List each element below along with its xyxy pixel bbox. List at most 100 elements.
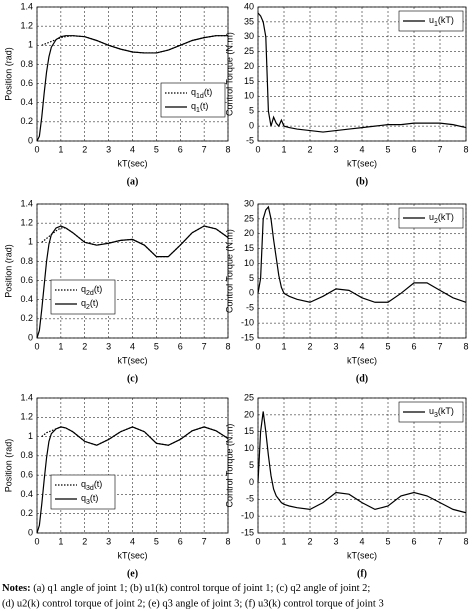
x-tick-label: 5 xyxy=(385,536,390,546)
caption: (d) xyxy=(356,373,368,384)
y-tick-label: 30 xyxy=(244,31,254,41)
y-tick-label: -5 xyxy=(246,494,254,504)
x-axis-label: kT(sec) xyxy=(347,355,377,365)
legend-label: q1(t) xyxy=(191,101,208,114)
x-axis-label: kT(sec) xyxy=(347,550,377,560)
y-tick-label: 0.8 xyxy=(20,256,33,266)
y-tick-label: 0.4 xyxy=(20,294,33,304)
legend-label-part: 3 xyxy=(434,412,438,419)
x-tick-label: 7 xyxy=(437,536,442,546)
y-tick-label: 1.2 xyxy=(20,218,33,228)
x-tick-label: 3 xyxy=(333,341,338,351)
x-tick-label: 7 xyxy=(437,341,442,351)
x-tick-label: 1 xyxy=(58,144,63,154)
y-tick-label: -10 xyxy=(241,317,254,327)
x-tick-label: 0 xyxy=(255,536,260,546)
y-tick-label: 10 xyxy=(244,258,254,268)
x-tick-label: 3 xyxy=(333,536,338,546)
legend-label-part: (t) xyxy=(90,493,99,503)
legend-label-part: 2 xyxy=(86,304,90,311)
legend-label: u1(kT) xyxy=(429,15,454,28)
plot-frame xyxy=(36,6,229,142)
y-tick-label: 5 xyxy=(249,460,254,470)
y-axis-label: Control Torque (N.m) xyxy=(224,229,234,313)
x-axis-label: kT(sec) xyxy=(118,158,148,168)
legend-label: q3d(t) xyxy=(81,479,102,492)
y-tick-label: 25 xyxy=(244,213,254,223)
legend-label-part: q xyxy=(81,493,86,503)
x-tick-label: 0 xyxy=(34,536,39,546)
y-tick-label: 1 xyxy=(28,431,33,441)
y-tick-label: 1.4 xyxy=(20,1,33,11)
y-tick-label: 25 xyxy=(244,46,254,56)
y-tick-label: 0.2 xyxy=(20,116,33,126)
legend-label-part: (t) xyxy=(90,298,99,308)
notes-line: (d) u2(k) control torque of joint 2; (e)… xyxy=(2,598,384,609)
legend-label-part: 3 xyxy=(86,499,90,506)
caption: (c) xyxy=(127,373,138,384)
legend-label: q2d(t) xyxy=(81,284,102,297)
y-tick-label: 0 xyxy=(249,120,254,130)
series-line xyxy=(257,12,467,133)
y-tick-label: 0.8 xyxy=(20,450,33,460)
x-tick-label: 8 xyxy=(225,144,230,154)
caption: (b) xyxy=(356,176,368,187)
x-tick-label: 3 xyxy=(106,144,111,154)
caption: (e) xyxy=(127,568,138,579)
x-tick-label: 3 xyxy=(106,341,111,351)
y-tick-label: 1.2 xyxy=(20,412,33,422)
x-tick-label: 3 xyxy=(106,536,111,546)
notes-label: Notes: xyxy=(2,583,31,594)
x-tick-label: 7 xyxy=(202,144,207,154)
legend-label: q3(t) xyxy=(81,493,98,506)
y-tick-label: 10 xyxy=(244,91,254,101)
y-tick-label: 0 xyxy=(28,332,33,342)
y-tick-label: 40 xyxy=(244,1,254,11)
y-tick-label: 5 xyxy=(249,106,254,116)
y-tick-label: 0 xyxy=(249,288,254,298)
x-tick-label: 8 xyxy=(225,536,230,546)
y-tick-label: 0 xyxy=(28,135,33,145)
x-axis-label: kT(sec) xyxy=(118,550,148,560)
legend-label-part: (kT) xyxy=(438,406,454,416)
y-tick-label: 20 xyxy=(244,228,254,238)
x-axis-label: kT(sec) xyxy=(347,158,377,168)
y-axis-label: Position (rad) xyxy=(3,244,13,298)
x-tick-label: 6 xyxy=(411,341,416,351)
legend-label-part: 1 xyxy=(434,21,438,28)
y-tick-label: 0 xyxy=(249,477,254,487)
y-tick-label: 0.6 xyxy=(20,275,33,285)
legend-label-part: q xyxy=(81,298,86,308)
series-line xyxy=(36,35,228,142)
x-tick-label: 4 xyxy=(130,144,135,154)
notes-line: Notes: (a) q1 angle of joint 1; (b) u1(k… xyxy=(2,583,370,594)
x-tick-label: 7 xyxy=(437,144,442,154)
x-tick-label: 0 xyxy=(34,144,39,154)
x-tick-label: 6 xyxy=(411,536,416,546)
y-tick-label: 0.6 xyxy=(20,78,33,88)
y-tick-label: 1.4 xyxy=(20,392,33,402)
y-tick-label: -15 xyxy=(241,527,254,537)
legend-box xyxy=(160,82,226,118)
legend-label: q1d(t) xyxy=(191,87,212,100)
x-tick-label: 4 xyxy=(359,144,364,154)
x-tick-label: 2 xyxy=(82,144,87,154)
caption: (a) xyxy=(127,176,139,187)
legend-label-part: (kT) xyxy=(438,15,454,25)
y-tick-label: 1 xyxy=(28,237,33,247)
legend-label-part: q xyxy=(191,101,196,111)
y-tick-label: 15 xyxy=(244,426,254,436)
legend-label-part: 1d xyxy=(196,93,204,100)
plot-frame xyxy=(257,203,467,339)
legend-label: q2(t) xyxy=(81,298,98,311)
plot-frame xyxy=(257,397,467,534)
y-tick-label: 0 xyxy=(28,527,33,537)
x-tick-label: 8 xyxy=(463,341,468,351)
x-tick-label: 0 xyxy=(34,341,39,351)
y-tick-label: -5 xyxy=(246,303,254,313)
y-tick-label: 35 xyxy=(244,16,254,26)
y-tick-label: 5 xyxy=(249,273,254,283)
x-tick-label: 1 xyxy=(281,341,286,351)
legend-label-part: q xyxy=(81,479,86,489)
